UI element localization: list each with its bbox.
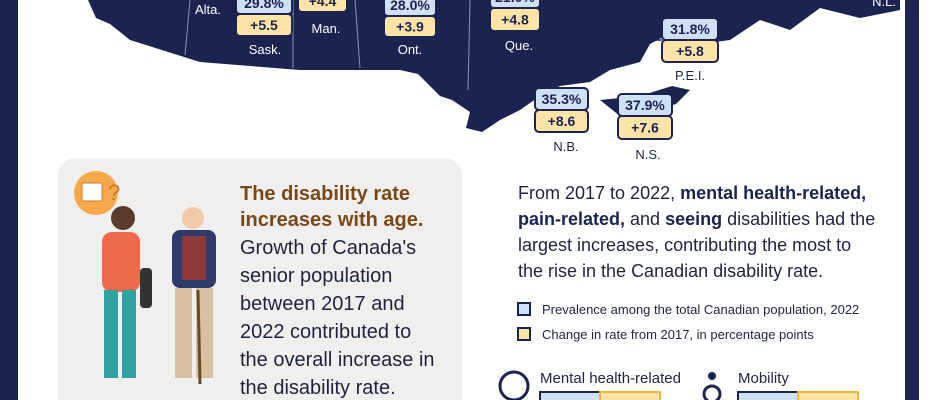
question-mark: ? (108, 180, 120, 205)
body-line: 2022 contributed to (240, 321, 412, 343)
vest (182, 236, 206, 280)
summary-line: pain-related, and seeing disabilities ha… (518, 206, 875, 232)
head (182, 207, 204, 229)
change-value: +4.8 (501, 12, 529, 28)
change-value: +3.9 (396, 19, 424, 35)
bar-track (599, 391, 661, 400)
prevalence-value: 21.0% (495, 0, 535, 5)
change-value: +5.5 (250, 17, 278, 33)
province-borders (184, 0, 471, 91)
body-line: the disability rate. (240, 377, 396, 399)
province-label: Man. (312, 21, 341, 36)
border (184, 0, 191, 56)
change-value: +7.6 (631, 120, 659, 136)
summary-text: the rise in the Canadian disability rate… (518, 261, 824, 281)
leg (175, 288, 192, 378)
province-label: Que. (505, 38, 533, 53)
disability-name: Mental health-related (540, 370, 681, 387)
torso (102, 232, 140, 292)
brain-icon (498, 370, 530, 400)
change-box (534, 109, 589, 133)
change-box (489, 7, 541, 32)
province-label: P.E.I. (675, 68, 705, 83)
summary-bold: pain-related, (518, 209, 626, 229)
change-box (617, 115, 673, 140)
heading-line: The disability rate (240, 183, 411, 205)
change-box (383, 15, 437, 38)
change-value: +4.4 (309, 0, 337, 9)
summary-line: From 2017 to 2022, mental health-related… (518, 180, 875, 206)
summary-line: largest increases, contributing the most… (518, 232, 875, 258)
province-label: N.S. (635, 147, 660, 162)
summary-text: and (625, 209, 666, 229)
calendar-icon (81, 182, 103, 202)
change-box (235, 13, 293, 37)
body-line: the overall increase in (240, 349, 435, 371)
legend-swatch (517, 302, 531, 316)
bar-track (797, 391, 859, 400)
border (467, 0, 471, 91)
prevalence-value: 31.8% (670, 21, 710, 37)
change-box (297, 0, 348, 13)
prevalence-value: 28.0% (390, 0, 430, 13)
leg (122, 290, 136, 378)
leg (104, 290, 118, 378)
cane (196, 289, 202, 385)
disability-name: Mobility (738, 370, 789, 387)
summary-bold: mental health-related, (680, 183, 867, 203)
seniors-illustration: ? (74, 171, 216, 385)
summary-text: disabilities had the (722, 209, 876, 229)
province-label: Sask. (249, 42, 282, 57)
province-label: Ont. (398, 42, 423, 57)
change-value: +8.6 (548, 113, 576, 129)
prevalence-value: 29.8% (244, 0, 284, 11)
heading-line: increases with age. (240, 209, 424, 231)
body-line: Growth of Canada's (240, 237, 417, 259)
change-value: +5.8 (676, 43, 704, 59)
age-heading: The disability rate increases with age. (240, 181, 423, 233)
legend-swatch (517, 327, 531, 341)
bag (140, 268, 152, 308)
summary-line: the rise in the Canadian disability rate… (518, 258, 875, 284)
summary-bold: seeing (665, 209, 723, 229)
border (354, 0, 361, 69)
age-body: Growth of Canada's senior population betwe… (240, 234, 435, 400)
wheelchair-icon (702, 372, 722, 400)
legend-label: Prevalence among the total Canadian popu… (542, 302, 859, 317)
legend-label: Change in rate from 2017, in percentage … (542, 327, 814, 342)
summary-text: From 2017 to 2022, (518, 183, 681, 203)
icon-part (708, 372, 716, 380)
frame-right (905, 0, 919, 400)
province-label: Alta. (195, 2, 221, 17)
frame-left (0, 0, 18, 400)
age-card (58, 158, 462, 400)
prevalence-value: 35.3% (542, 91, 582, 107)
body-line: senior population (240, 265, 393, 287)
summary-text: largest increases, contributing the most… (518, 235, 852, 255)
prevalence-value: 37.9% (625, 97, 665, 113)
body-line: between 2017 and (240, 293, 405, 315)
change-box (661, 39, 719, 63)
icon-part (702, 384, 722, 400)
head (111, 206, 135, 230)
province-label: N.L. (872, 0, 896, 9)
province-label: N.B. (553, 139, 578, 154)
summary: From 2017 to 2022, mental health-related… (518, 180, 875, 284)
